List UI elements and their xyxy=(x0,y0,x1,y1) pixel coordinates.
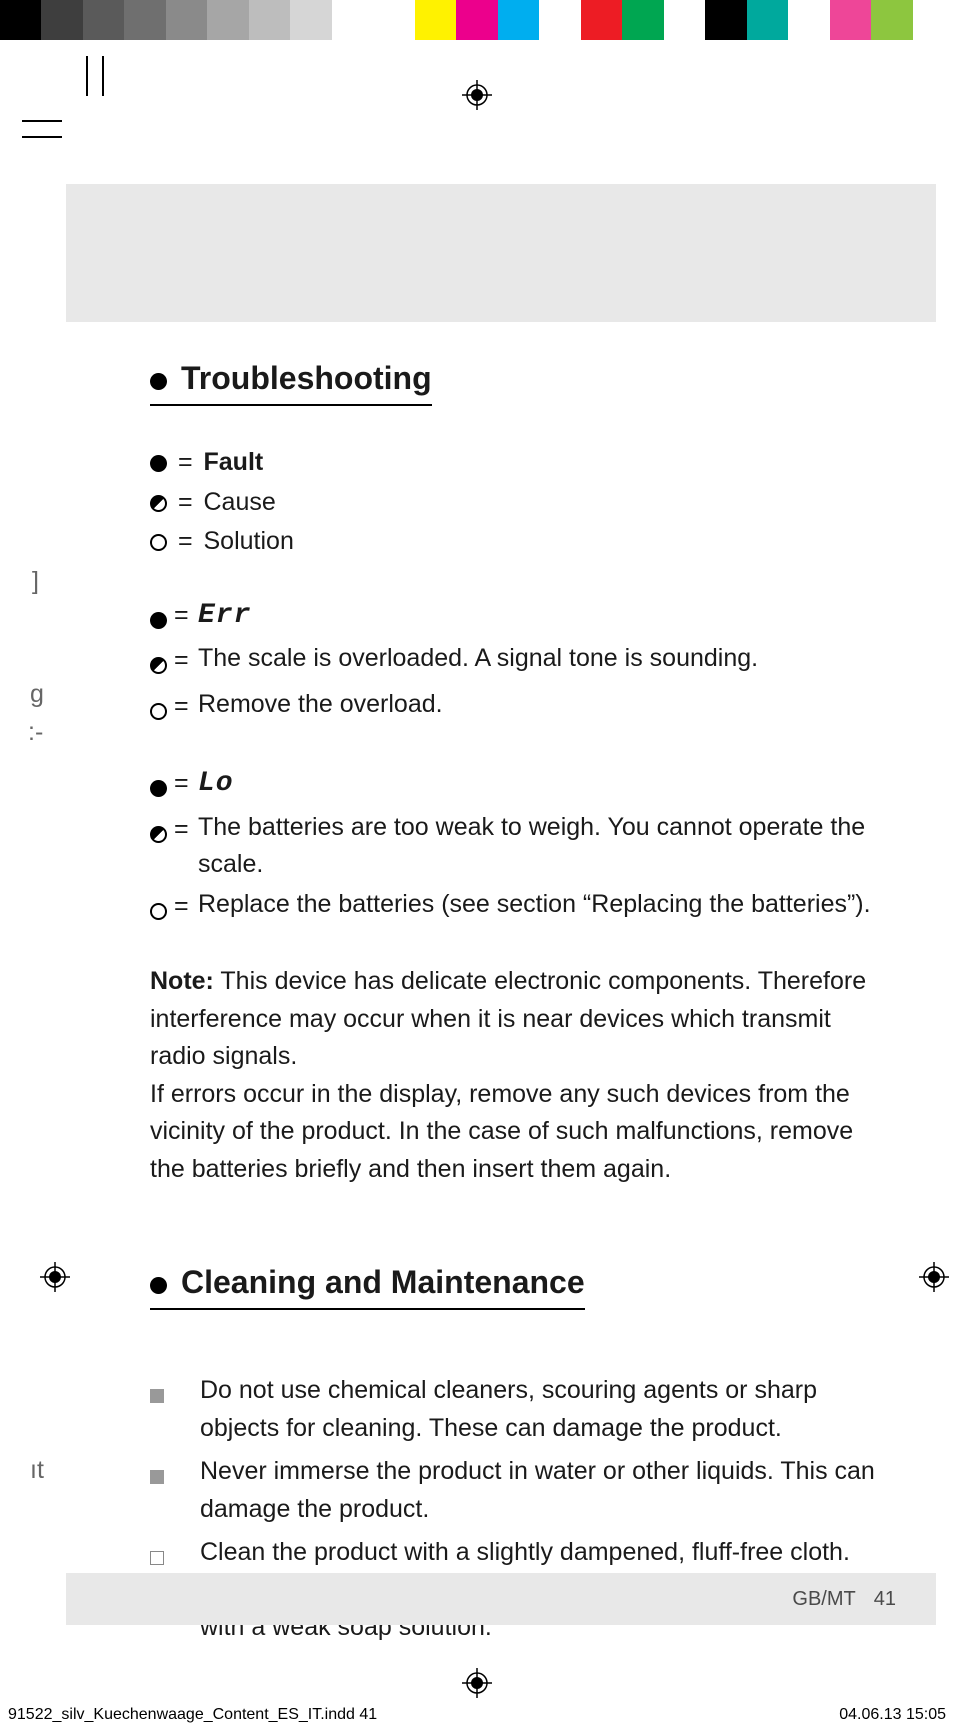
fault-display-code: Err xyxy=(198,595,880,637)
page-content: Troubleshooting = Fault = Cause = Soluti… xyxy=(150,354,880,1653)
bullet-icon xyxy=(150,373,167,390)
registration-mark-icon xyxy=(462,1668,492,1698)
list-item-text: Do not use chemical cleaners, scouring a… xyxy=(200,1372,880,1447)
heading-text: Cleaning and Maintenance xyxy=(181,1264,585,1300)
footer-lang: GB/MT xyxy=(792,1588,855,1611)
note-text: This device has delicate electronic comp… xyxy=(150,967,866,1070)
legend-label: Cause xyxy=(204,488,276,516)
note-label: Note: xyxy=(150,967,214,995)
solution-text: Remove the overload. xyxy=(198,686,880,724)
section-title-troubleshooting: Troubleshooting xyxy=(150,354,432,406)
list-item: Do not use chemical cleaners, scouring a… xyxy=(150,1372,880,1447)
color-calibration-bar xyxy=(0,0,954,40)
heading-text: Troubleshooting xyxy=(181,360,432,396)
edge-fragment: :- xyxy=(28,718,43,747)
fault-icon xyxy=(150,455,167,472)
crop-mark xyxy=(102,56,104,96)
header-bar xyxy=(66,184,936,322)
list-item-text: Never immerse the product in water or ot… xyxy=(200,1453,880,1528)
registration-mark-icon xyxy=(40,1262,70,1292)
slug-date: 04.06.13 15:05 xyxy=(839,1706,946,1724)
cause-text: The scale is overloaded. A signal tone i… xyxy=(198,640,880,678)
solution-icon xyxy=(150,903,167,920)
list-item: Never immerse the product in water or ot… xyxy=(150,1453,880,1528)
cause-icon xyxy=(150,826,167,843)
fault-icon xyxy=(150,612,167,629)
fault-display-code: Lo xyxy=(198,763,880,805)
section-title-cleaning: Cleaning and Maintenance xyxy=(150,1258,585,1310)
legend-label: Solution xyxy=(204,527,294,555)
solution-icon xyxy=(150,534,167,551)
edge-fragment: ] xyxy=(32,567,39,596)
square-filled-icon xyxy=(150,1470,164,1484)
legend-label: Fault xyxy=(204,448,264,476)
cause-text: The batteries are too weak to weigh. You… xyxy=(198,809,880,884)
bullet-icon xyxy=(150,1277,167,1294)
cause-icon xyxy=(150,495,167,512)
fault-group: = Lo = The batteries are too weak to wei… xyxy=(150,763,880,929)
slug-line: 91522_silv_Kuechenwaage_Content_ES_IT.in… xyxy=(0,1706,954,1724)
slug-file: 91522_silv_Kuechenwaage_Content_ES_IT.in… xyxy=(8,1706,377,1724)
edge-fragment: g xyxy=(30,680,44,709)
legend-solution: = Solution xyxy=(150,523,880,561)
registration-mark-icon xyxy=(462,80,492,110)
legend-cause: = Cause xyxy=(150,484,880,522)
solution-icon xyxy=(150,703,167,720)
footer-bar: GB/MT 41 xyxy=(66,1573,936,1625)
footer-page: 41 xyxy=(874,1588,896,1611)
crop-mark xyxy=(22,136,62,138)
solution-text: Replace the batteries (see section “Repl… xyxy=(198,886,880,924)
legend: = Fault = Cause = Solution xyxy=(150,444,880,561)
note-text: If errors occur in the display, remove a… xyxy=(150,1076,880,1189)
fault-group: = Err = The scale is overloaded. A signa… xyxy=(150,595,880,730)
legend-fault: = Fault xyxy=(150,444,880,482)
square-filled-icon xyxy=(150,1389,164,1403)
square-open-icon xyxy=(150,1551,164,1565)
note-block: Note: This device has delicate electroni… xyxy=(150,963,880,1188)
edge-fragment: ıt xyxy=(30,1456,44,1485)
cause-icon xyxy=(150,657,167,674)
crop-mark xyxy=(22,120,62,122)
crop-mark xyxy=(86,56,88,96)
fault-icon xyxy=(150,780,167,797)
registration-mark-icon xyxy=(919,1262,949,1292)
